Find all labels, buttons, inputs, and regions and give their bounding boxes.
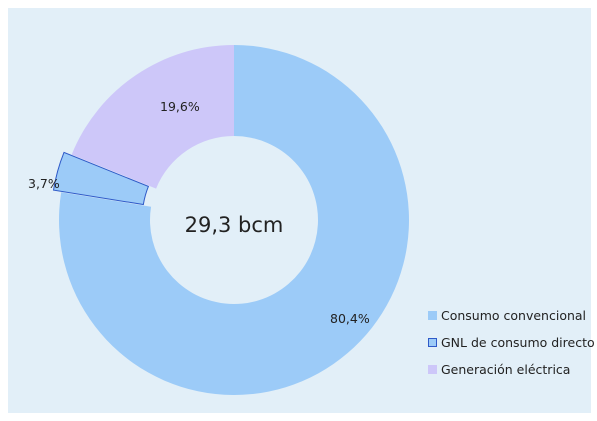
slice-gnl-de-consumo-directo	[52, 151, 150, 206]
legend-item: Consumo convencional	[428, 302, 595, 329]
legend-item: GNL de consumo directo	[428, 329, 595, 356]
slice-value-label: 80,4%	[330, 311, 370, 326]
donut-chart: 80,4% 3,7% 19,6% 29,3 bcm	[28, 45, 409, 395]
legend: Consumo convencional GNL de consumo direc…	[428, 302, 595, 383]
slice-value-label: 3,7%	[28, 176, 60, 191]
legend-swatch	[428, 311, 437, 320]
legend-label: Consumo convencional	[441, 308, 587, 323]
legend-label: Generación eléctrica	[441, 362, 571, 377]
legend-label: GNL de consumo directo	[441, 335, 595, 350]
legend-swatch	[428, 365, 437, 374]
slice-labels: 80,4% 3,7% 19,6%	[28, 99, 370, 326]
legend-item: Generación eléctrica	[428, 356, 595, 383]
slice-value-label: 19,6%	[160, 99, 200, 114]
slices	[52, 45, 409, 395]
chart-frame: 80,4% 3,7% 19,6% 29,3 bcm Consumo convenci…	[8, 8, 595, 413]
slice-generaci-n-el-ctrica	[71, 45, 234, 189]
legend-swatch	[428, 338, 437, 347]
slice-consumo-convencional	[59, 45, 409, 395]
center-total-label: 29,3 bcm	[185, 213, 284, 237]
